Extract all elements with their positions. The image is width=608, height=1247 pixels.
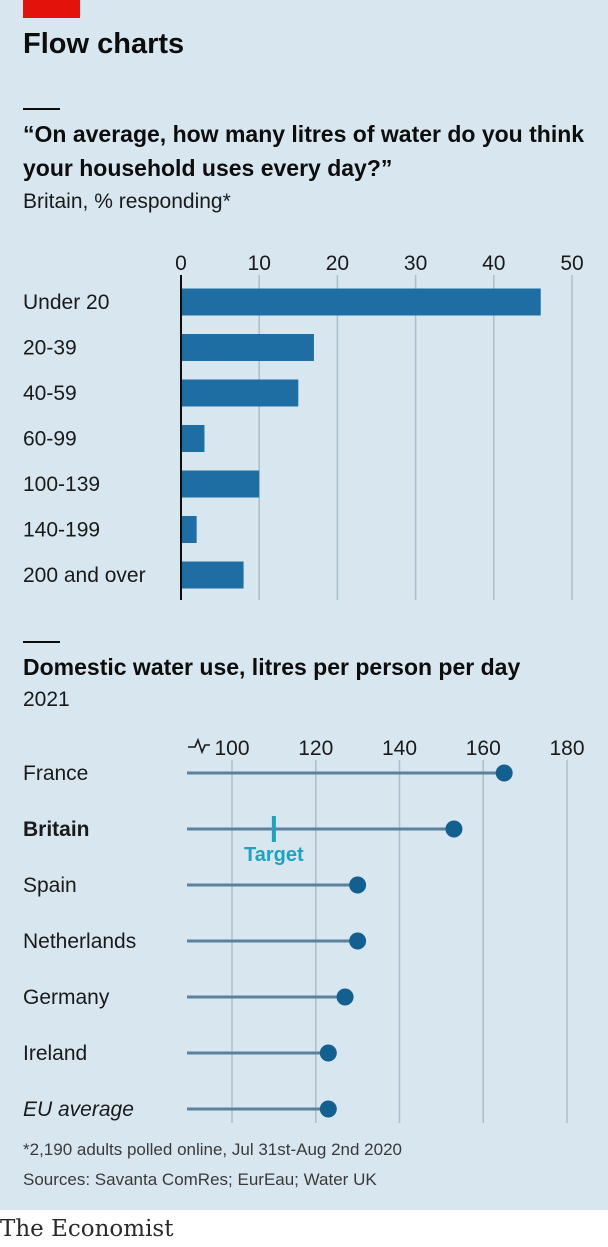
x-tick-label: 30 xyxy=(404,252,427,275)
chart2-subtitle: 2021 xyxy=(23,688,70,711)
x-tick-label: 120 xyxy=(298,737,333,760)
chart2-title: Domestic water use, litres per person pe… xyxy=(23,654,521,680)
x-tick-label: 140 xyxy=(382,737,417,760)
bar xyxy=(181,379,299,407)
country-label: France xyxy=(23,762,88,785)
footnote: *2,190 adults polled online, Jul 31st-Au… xyxy=(23,1140,403,1159)
chart1-subtitle: Britain, % responding* xyxy=(23,190,231,213)
axis-break-icon xyxy=(188,737,210,755)
country-label: EU average xyxy=(23,1098,134,1121)
category-label: 40-59 xyxy=(23,382,77,405)
category-label: Under 20 xyxy=(23,291,109,314)
target-label: Target xyxy=(244,844,304,866)
bar-chart: 0 10 20 30 40 50 Under 20 20-39 40-59 60-99 100-13… xyxy=(23,252,584,600)
bar xyxy=(181,334,314,361)
x-tick-label: 40 xyxy=(482,252,505,275)
x-tick-label: 160 xyxy=(466,737,501,760)
x-tick-label: 10 xyxy=(248,252,271,275)
x-tick-label: 50 xyxy=(560,252,583,275)
economist-logo: The Economist xyxy=(0,1216,174,1242)
brand-tag xyxy=(23,0,80,18)
data-point xyxy=(349,876,367,894)
bar xyxy=(181,288,541,316)
country-label: Spain xyxy=(23,874,77,897)
x-tick-label: 0 xyxy=(175,252,187,275)
section-rule xyxy=(23,108,60,110)
category-label: 60-99 xyxy=(23,428,77,451)
data-point xyxy=(319,1044,337,1062)
country-label: Netherlands xyxy=(23,930,136,953)
bar xyxy=(181,425,205,452)
country-label: Ireland xyxy=(23,1042,87,1065)
chart-panel: Flow charts “On average, how many litres… xyxy=(0,0,608,1210)
data-point xyxy=(495,764,513,782)
data-point xyxy=(319,1100,337,1118)
country-label: Britain xyxy=(23,818,90,841)
x-tick-label: 180 xyxy=(549,737,584,760)
bar xyxy=(181,561,244,589)
data-point xyxy=(445,820,463,838)
dot-chart: 100 120 140 160 180 France Britain Target Spain N… xyxy=(23,737,585,1123)
page-title: Flow charts xyxy=(23,28,185,60)
category-label: 20-39 xyxy=(23,337,77,360)
section-rule xyxy=(23,641,60,643)
sources: Sources: Savanta ComRes; EurEau; Water U… xyxy=(23,1170,377,1189)
data-point xyxy=(336,988,354,1006)
category-label: 140-199 xyxy=(23,519,100,542)
x-tick-label: 20 xyxy=(326,252,349,275)
x-tick-label: 100 xyxy=(214,737,249,760)
category-label: 200 and over xyxy=(23,564,146,587)
country-label: Germany xyxy=(23,986,110,1009)
bar xyxy=(181,470,260,498)
bar xyxy=(181,516,197,543)
data-point xyxy=(349,932,367,950)
category-label: 100-139 xyxy=(23,473,100,496)
chart1-title: “On average, how many litres of water do… xyxy=(23,121,585,181)
